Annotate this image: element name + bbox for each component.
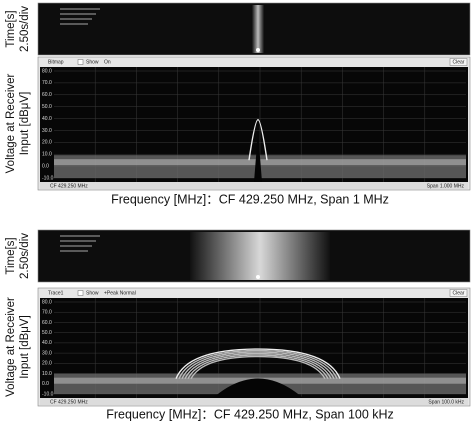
center-frequency: CF 429.250 MHz — [50, 399, 88, 405]
show-checkbox[interactable] — [77, 59, 84, 65]
y-tick-label: 70.0 — [42, 80, 52, 86]
y-tick-label: -10.0 — [42, 175, 54, 181]
y-tick-label: 70.0 — [42, 310, 52, 316]
marker — [256, 275, 260, 279]
clear-button[interactable] — [449, 58, 468, 66]
signal-trace — [175, 348, 341, 379]
signal-trace — [181, 351, 335, 379]
signal-trace — [184, 352, 332, 379]
y-tick-label: 10.0 — [42, 371, 52, 377]
show-label: Show — [86, 59, 99, 65]
caption: Frequency [MHz]：CF 429.250 MHz, Span 100… — [106, 407, 394, 421]
show-label: Show — [86, 290, 99, 296]
time-label: Time[s] — [5, 10, 17, 47]
y-tick-label: 0.0 — [42, 381, 49, 387]
time-div: 2.50s/div — [19, 6, 31, 52]
time-div: 2.50s/div — [19, 233, 31, 279]
y-tick-label: 30.0 — [42, 128, 52, 134]
trace-name: Bitmap — [48, 59, 64, 65]
signal-inner — [213, 378, 303, 398]
caption: Frequency [MHz]：CF 429.250 MHz, Span 1 M… — [111, 192, 389, 206]
signal-trace — [190, 355, 326, 380]
y-tick-label: 20.0 — [42, 361, 52, 367]
span: Span 1.000 MHz — [427, 183, 465, 189]
y-tick-label: 50.0 — [42, 330, 52, 336]
y-tick-label: 80.0 — [42, 68, 52, 74]
y-axis-label-2: Input [dBμV] — [19, 315, 31, 379]
y-tick-label: 10.0 — [42, 152, 52, 158]
status-strip — [40, 182, 468, 189]
y-axis-label-1: Voltage at Receiver — [5, 297, 17, 397]
show-checkbox[interactable] — [77, 290, 84, 296]
y-tick-label: 60.0 — [42, 92, 52, 98]
spectrogram-band — [190, 232, 330, 280]
clear-label: Clear — [453, 59, 465, 65]
signal-inner — [254, 131, 262, 182]
y-tick-label: 40.0 — [42, 340, 52, 346]
marker — [256, 48, 260, 52]
y-tick-label: 0.0 — [42, 163, 49, 169]
y-tick-label: 50.0 — [42, 104, 52, 110]
y-tick-label: 20.0 — [42, 140, 52, 146]
clear-label: Clear — [453, 290, 465, 296]
time-label: Time[s] — [5, 237, 17, 274]
spectrogram-band — [252, 5, 264, 53]
y-tick-label: 60.0 — [42, 320, 52, 326]
y-tick-label: -10.0 — [42, 391, 54, 397]
y-tick-label: 80.0 — [42, 299, 52, 305]
span: Span 100.0 kHz — [428, 399, 464, 405]
y-tick-label: 40.0 — [42, 116, 52, 122]
signal-trace — [178, 349, 338, 379]
center-frequency: CF 429.250 MHz — [50, 183, 88, 189]
mode-label: On — [104, 59, 111, 65]
y-tick-label: 30.0 — [42, 350, 52, 356]
mode-label: +Peak Normal — [104, 290, 136, 296]
signal-trace — [187, 354, 329, 380]
signal-trace — [248, 118, 268, 161]
y-axis-label-2: Input [dBμV] — [19, 92, 31, 156]
status-strip — [40, 398, 468, 405]
clear-button[interactable] — [449, 289, 468, 297]
y-axis-label-1: Voltage at Receiver — [5, 73, 17, 173]
trace-name: Trace1 — [48, 290, 64, 296]
